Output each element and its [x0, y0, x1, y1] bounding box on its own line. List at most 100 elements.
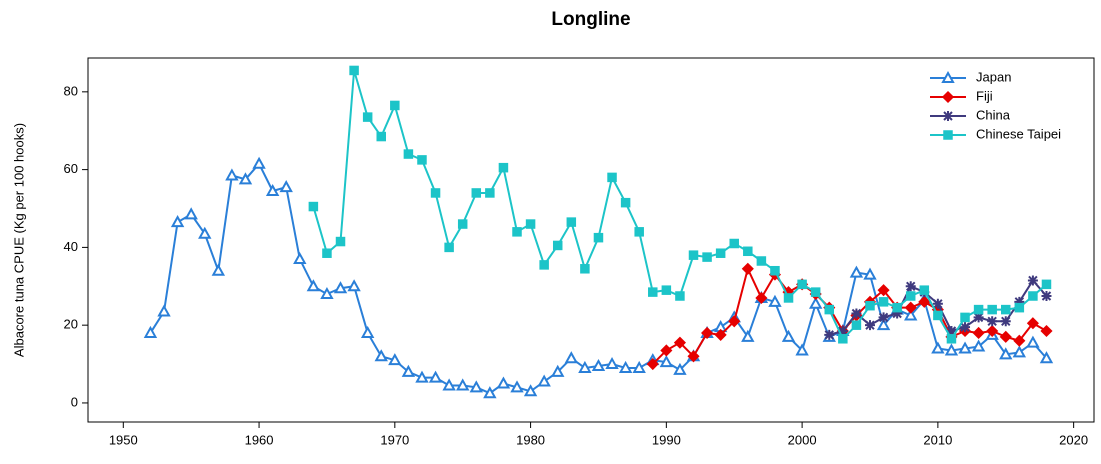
data-point — [876, 318, 891, 331]
data-point — [415, 370, 429, 383]
data-point — [702, 252, 712, 262]
data-point — [157, 304, 171, 317]
data-point — [552, 240, 563, 251]
data-point — [958, 341, 972, 354]
data-point — [714, 328, 727, 341]
data-point — [905, 291, 916, 301]
data-point — [632, 360, 646, 373]
legend-marker — [943, 111, 953, 121]
data-point — [143, 325, 158, 338]
y-tick-label: 80 — [64, 83, 78, 98]
data-point — [485, 188, 495, 198]
data-point — [987, 316, 998, 327]
data-point — [892, 308, 903, 319]
data-point — [469, 380, 483, 393]
data-point — [797, 279, 807, 290]
data-point — [946, 334, 957, 344]
data-point — [510, 380, 524, 393]
data-point — [824, 304, 835, 315]
data-point — [837, 326, 848, 336]
data-point — [238, 172, 253, 185]
data-point — [360, 325, 375, 338]
data-point — [999, 347, 1013, 360]
data-point — [578, 360, 592, 373]
data-point — [987, 304, 997, 315]
data-point — [892, 302, 902, 313]
data-point — [838, 334, 848, 344]
data-point — [755, 291, 768, 305]
legend-marker — [941, 70, 955, 83]
legend-label: Fiji — [976, 88, 993, 103]
data-point — [265, 183, 280, 196]
data-point — [605, 356, 619, 370]
y-tick-label: 0 — [71, 394, 78, 409]
data-point — [551, 364, 565, 377]
data-point — [743, 246, 753, 257]
data-point — [729, 238, 739, 249]
data-point — [376, 131, 386, 142]
data-point — [496, 376, 511, 389]
data-point — [741, 262, 754, 275]
data-point — [456, 378, 470, 391]
data-point — [1040, 324, 1053, 338]
data-point — [417, 155, 427, 165]
data-point — [659, 355, 674, 368]
data-point — [687, 350, 700, 363]
data-point — [701, 326, 714, 340]
data-point — [878, 297, 889, 307]
data-point — [715, 248, 726, 258]
data-point — [904, 301, 917, 314]
data-point — [403, 149, 414, 159]
data-point — [673, 362, 687, 375]
data-point — [851, 308, 862, 319]
data-point — [933, 310, 943, 321]
data-point — [973, 304, 984, 315]
data-point — [972, 326, 985, 340]
data-point — [932, 298, 943, 309]
data-point — [564, 351, 579, 364]
legend-label: Chinese Taipei — [976, 126, 1061, 141]
data-point — [430, 188, 441, 198]
data-point — [444, 242, 454, 253]
data-point — [944, 343, 959, 356]
data-point — [401, 364, 416, 377]
data-point — [1014, 296, 1025, 307]
data-point — [634, 227, 644, 237]
data-point — [333, 281, 348, 294]
y-axis-label: Albacore tuna CPUE (Kg per 100 hooks) — [11, 123, 26, 357]
data-point — [851, 320, 862, 330]
data-point — [919, 285, 930, 295]
data-point — [960, 312, 970, 323]
data-point — [1013, 334, 1026, 347]
data-point — [661, 285, 672, 295]
data-point — [931, 341, 945, 354]
data-point — [211, 263, 226, 276]
data-point — [388, 353, 402, 366]
data-point — [781, 329, 796, 342]
data-point — [620, 197, 631, 208]
data-point — [170, 215, 185, 228]
data-point — [498, 162, 509, 173]
plot-frame — [87, 57, 1095, 423]
data-point — [1014, 302, 1025, 313]
data-point — [905, 281, 916, 292]
x-tick-label: 1990 — [652, 432, 681, 447]
data-point — [770, 265, 780, 276]
data-point — [293, 251, 307, 265]
x-tick-label: 1980 — [516, 432, 545, 447]
legend-marker — [943, 130, 953, 140]
data-point — [864, 320, 875, 331]
legend-label: Japan — [976, 69, 1011, 84]
data-point — [442, 378, 456, 391]
data-point — [1039, 351, 1054, 364]
x-tick-label: 2010 — [923, 432, 952, 447]
data-point — [374, 349, 388, 362]
series-line — [149, 161, 1048, 395]
data-point — [1027, 275, 1038, 286]
data-point — [1026, 317, 1039, 330]
data-point — [863, 267, 877, 280]
data-point — [904, 308, 918, 321]
data-point — [877, 284, 890, 297]
data-point — [591, 358, 606, 371]
